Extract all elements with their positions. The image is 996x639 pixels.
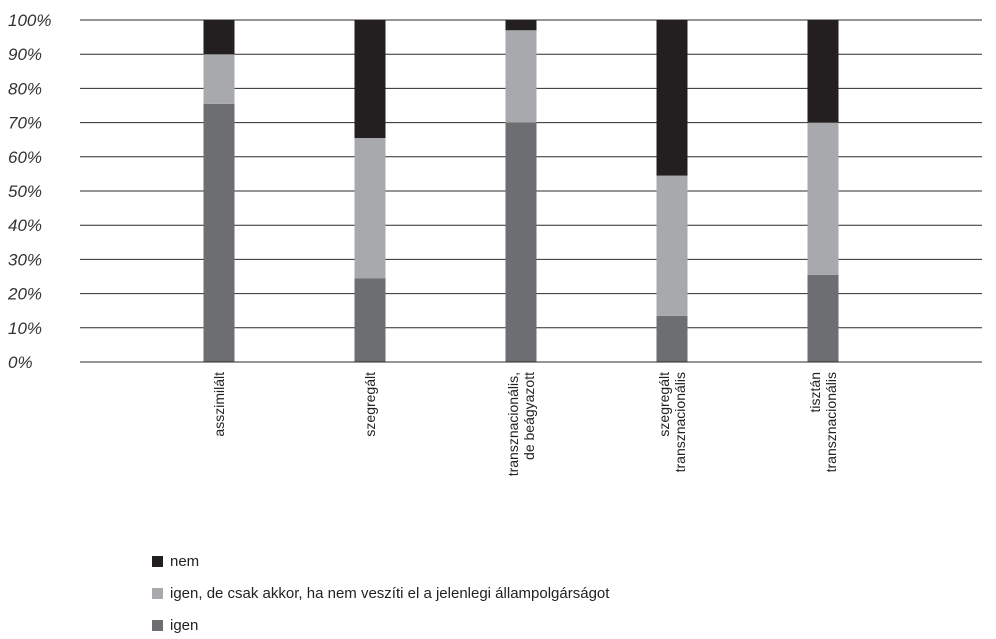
legend-swatch (152, 556, 163, 567)
legend-swatch (152, 588, 163, 599)
bar-segment-igen (657, 316, 688, 362)
bar-segment-igen (506, 30, 537, 122)
bar-segment-nem (657, 20, 688, 176)
category-label: de beágyazott (521, 372, 537, 460)
bar-segment-igen (204, 104, 235, 362)
y-tick-label: 100% (8, 11, 51, 30)
y-tick-label: 70% (8, 114, 42, 133)
category-label: szegregált (362, 372, 378, 437)
y-tick-label: 40% (8, 216, 42, 235)
legend: nem igen, de csak akkor, ha nem veszíti e… (152, 553, 610, 634)
bar-segment-igen (355, 278, 386, 362)
bar-segment-igen (808, 123, 839, 275)
legend-label: nem (170, 553, 199, 570)
bar-segment-nem (355, 20, 386, 138)
bar-segment-igen (355, 138, 386, 278)
y-tick-label: 10% (8, 319, 42, 338)
category-label: transznacionális, (505, 372, 521, 476)
y-tick-label: 80% (8, 79, 42, 98)
legend-label: igen (170, 617, 198, 634)
legend-label: igen, de csak akkor, ha nem veszíti el a… (170, 585, 610, 602)
bar-segment-nem (506, 20, 537, 30)
category-label: transznacionális (823, 372, 839, 472)
y-tick-label: 20% (7, 285, 42, 304)
bar-segment-igen (657, 176, 688, 316)
y-tick-label: 90% (8, 45, 42, 64)
y-tick-label: 60% (8, 148, 42, 167)
bar-segment-igen (506, 123, 537, 362)
bar-segment-igen (204, 54, 235, 104)
category-label: asszimilált (211, 372, 227, 437)
y-tick-label: 50% (8, 182, 42, 201)
bar-segment-igen (808, 275, 839, 362)
y-tick-label: 30% (8, 250, 42, 269)
bar-segment-nem (808, 20, 839, 123)
y-tick-label: 0% (8, 353, 33, 372)
bar-segment-nem (204, 20, 235, 54)
category-label: tisztán (807, 372, 823, 412)
category-label: szegregált (656, 372, 672, 437)
x-axis-category-labels: asszimilált szegregált transznacionális,de… (211, 372, 839, 476)
category-label: transznacionális (672, 372, 688, 472)
y-axis-tick-labels: 0% 10% 20% 30% 40% 50% 60% 70% 80% 90% 100% (7, 11, 51, 372)
legend-swatch (152, 620, 163, 631)
